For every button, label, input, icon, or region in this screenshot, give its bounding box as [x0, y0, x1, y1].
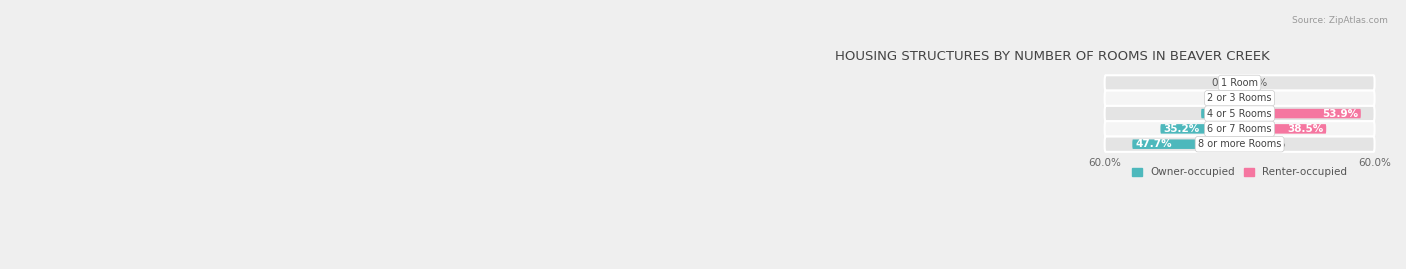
FancyBboxPatch shape — [1240, 124, 1326, 134]
Text: Source: ZipAtlas.com: Source: ZipAtlas.com — [1292, 16, 1388, 25]
FancyBboxPatch shape — [1160, 124, 1240, 134]
Text: 6 or 7 Rooms: 6 or 7 Rooms — [1208, 124, 1272, 134]
Text: 8 or more Rooms: 8 or more Rooms — [1198, 139, 1281, 149]
Text: 47.7%: 47.7% — [1135, 139, 1171, 149]
Text: 1 Room: 1 Room — [1220, 78, 1258, 88]
Text: 53.9%: 53.9% — [1322, 109, 1358, 119]
FancyBboxPatch shape — [1201, 109, 1240, 118]
FancyBboxPatch shape — [1105, 106, 1375, 121]
Text: 2 or 3 Rooms: 2 or 3 Rooms — [1208, 93, 1272, 103]
Text: 0.0%: 0.0% — [1212, 93, 1237, 103]
FancyBboxPatch shape — [1105, 137, 1375, 152]
Text: 0.0%: 0.0% — [1212, 78, 1237, 88]
Text: 0.0%: 0.0% — [1241, 78, 1268, 88]
FancyBboxPatch shape — [1240, 109, 1361, 118]
FancyBboxPatch shape — [1240, 139, 1257, 149]
Text: HOUSING STRUCTURES BY NUMBER OF ROOMS IN BEAVER CREEK: HOUSING STRUCTURES BY NUMBER OF ROOMS IN… — [835, 50, 1270, 63]
Text: 0.0%: 0.0% — [1241, 93, 1268, 103]
FancyBboxPatch shape — [1132, 139, 1240, 149]
Text: 4 or 5 Rooms: 4 or 5 Rooms — [1208, 109, 1272, 119]
FancyBboxPatch shape — [1105, 75, 1375, 91]
Text: 17.1%: 17.1% — [1204, 109, 1240, 119]
Legend: Owner-occupied, Renter-occupied: Owner-occupied, Renter-occupied — [1128, 163, 1351, 182]
FancyBboxPatch shape — [1105, 121, 1375, 137]
Text: 35.2%: 35.2% — [1163, 124, 1199, 134]
FancyBboxPatch shape — [1105, 91, 1375, 106]
Text: 38.5%: 38.5% — [1288, 124, 1323, 134]
Text: 7.7%: 7.7% — [1258, 139, 1285, 149]
